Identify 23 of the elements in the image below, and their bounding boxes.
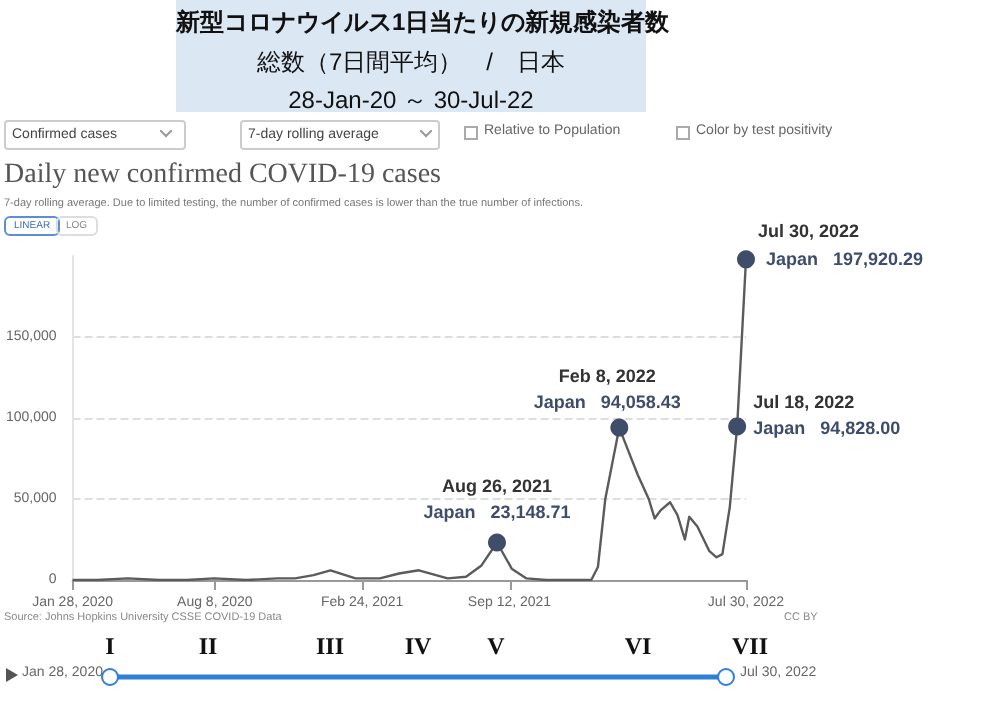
text: II: [196, 632, 220, 662]
text: III: [313, 632, 346, 662]
annotation: Japan 94,828.00: [753, 418, 901, 439]
chart-title: 新型コロナウイルス1日当たりの新規感染者数: [176, 6, 670, 40]
annotation: Jul 30, 2022: [758, 221, 860, 242]
text: Daily new confirmed COVID-19 cases: [4, 160, 441, 192]
point: [488, 533, 506, 552]
point: [610, 418, 629, 437]
annotation: Jul 18, 2022: [753, 392, 855, 413]
text: I: [103, 632, 117, 662]
annotation: Japan 23,148.71: [423, 502, 571, 523]
chart-subtitle: 総数（7日間平均） / 日本: [254, 46, 567, 80]
text: 28-Jan-20 ～ 30-Jul-22: [286, 84, 536, 118]
text: V: [485, 632, 507, 662]
annotation: Aug 26, 2021: [441, 476, 553, 497]
text: IV: [402, 632, 434, 662]
annotation: Feb 8, 2022: [558, 365, 656, 386]
point: [728, 417, 747, 436]
annotation: Japan 94,058.43: [533, 391, 681, 412]
point: [737, 250, 755, 269]
text: VI: [622, 632, 654, 662]
text: VII: [729, 632, 770, 662]
annotation: Japan 197,920.29: [766, 249, 924, 270]
